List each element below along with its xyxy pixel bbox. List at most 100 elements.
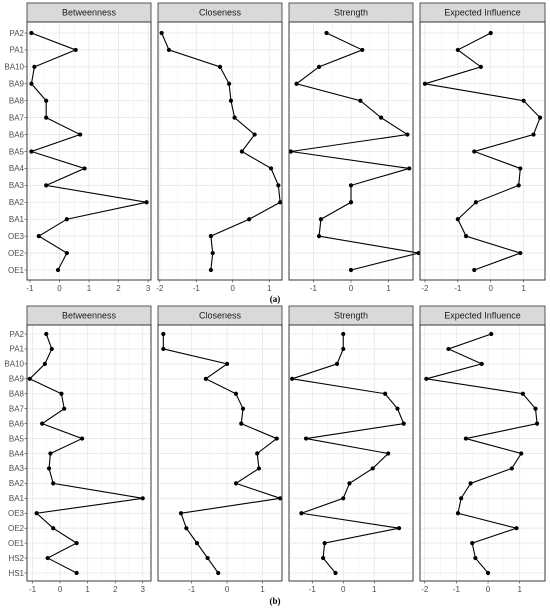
y-tick-label: BA5	[9, 434, 25, 443]
panel-background	[288, 324, 414, 582]
data-point	[140, 496, 145, 501]
data-point	[42, 361, 48, 366]
data-point	[378, 115, 384, 120]
data-point	[479, 361, 484, 366]
data-point	[360, 47, 365, 53]
data-point	[303, 436, 309, 441]
panel-border	[157, 21, 283, 281]
x-tick-label: 0	[231, 284, 236, 293]
data-point	[62, 406, 67, 411]
data-point	[203, 376, 208, 381]
y-tick-label: BA3	[9, 181, 25, 190]
data-point	[316, 64, 322, 69]
data-point	[472, 267, 477, 273]
x-tick-label: 0	[341, 585, 346, 594]
data-point	[45, 555, 50, 561]
data-point	[405, 132, 410, 137]
x-tick-label: -2	[156, 284, 164, 293]
data-point	[233, 481, 239, 486]
figure-b: PA2 PA1 BA10 BA9 BA8 BA7 BA6 BA5 BA4 BA3 BA2 BA1 OE3…	[4, 305, 546, 606]
data-point	[348, 267, 354, 273]
facet-title: Betweenness	[62, 8, 117, 18]
data-point	[278, 200, 283, 205]
y-tick-label: OE2	[8, 249, 25, 258]
y-tick-label: PA2	[9, 29, 24, 38]
data-point	[144, 200, 149, 205]
panel-expected-influence: Expected Influence -2 -1 0 1	[419, 305, 546, 594]
figure-caption: (b)	[270, 596, 281, 606]
data-point	[333, 570, 338, 576]
data-point	[29, 30, 34, 36]
x-tick-label: 1	[521, 284, 526, 293]
data-point	[51, 526, 56, 531]
data-point	[459, 496, 464, 501]
data-point	[256, 466, 262, 471]
y-tick-label: BA6	[9, 419, 25, 428]
data-point	[216, 570, 221, 576]
data-point	[288, 149, 293, 154]
data-point	[44, 183, 49, 188]
y-tick-label: BA1	[9, 215, 25, 224]
data-point	[514, 526, 519, 531]
data-point	[485, 570, 491, 576]
y-tick-label: BA2	[9, 198, 25, 207]
facet-title: Expected Influence	[444, 8, 521, 18]
x-tick-label: 0	[58, 585, 63, 594]
data-point	[268, 166, 274, 171]
panel-background	[157, 21, 283, 281]
data-point	[239, 421, 244, 426]
data-point	[318, 217, 324, 222]
facet-title: Betweenness	[62, 311, 117, 321]
data-point	[341, 346, 346, 352]
data-point	[208, 267, 213, 273]
y-tick-label: BA6	[9, 130, 25, 139]
panel-border	[26, 324, 152, 582]
panel-background	[419, 21, 546, 281]
x-tick-label: 1	[386, 284, 391, 293]
data-point	[210, 250, 215, 256]
y-tick-label: BA5	[9, 147, 25, 156]
x-tick-label: 0	[349, 284, 354, 293]
data-point	[240, 406, 246, 411]
data-point	[521, 98, 526, 103]
y-tick-label: OE3	[8, 232, 25, 241]
x-tick-label: 1	[87, 284, 92, 293]
data-point	[518, 250, 523, 256]
data-point	[537, 115, 543, 120]
data-point	[48, 451, 53, 456]
data-point	[80, 436, 85, 441]
data-point	[74, 570, 79, 576]
y-tick-label: PA1	[9, 345, 24, 354]
data-point	[321, 555, 326, 561]
data-point	[455, 217, 460, 222]
data-point	[227, 81, 232, 86]
data-point	[178, 511, 184, 516]
data-point	[341, 496, 346, 501]
x-tick-label: -2	[421, 585, 429, 594]
data-point	[55, 267, 61, 273]
data-point	[370, 466, 375, 471]
y-tick-label: OE1	[8, 539, 25, 548]
x-tick-label: -1	[454, 284, 462, 293]
data-point	[463, 436, 468, 441]
data-point	[463, 234, 469, 239]
data-point	[534, 421, 540, 426]
data-point	[348, 200, 354, 205]
y-tick-label: PA1	[9, 46, 24, 55]
data-point	[161, 331, 166, 337]
data-point	[217, 64, 223, 69]
data-point	[473, 200, 479, 205]
data-point	[322, 541, 327, 546]
data-point	[383, 391, 388, 396]
data-point	[470, 541, 475, 546]
data-point	[446, 346, 451, 352]
x-tick-label: 3	[146, 284, 151, 293]
data-point	[299, 511, 304, 516]
data-point	[407, 166, 412, 171]
data-point	[239, 149, 244, 154]
facet-title: Closeness	[199, 311, 242, 321]
data-point	[276, 183, 281, 188]
data-point	[27, 376, 32, 381]
